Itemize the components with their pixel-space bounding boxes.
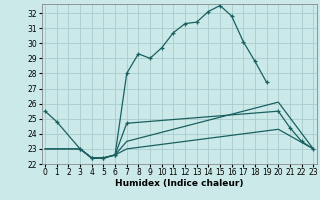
X-axis label: Humidex (Indice chaleur): Humidex (Indice chaleur) (115, 179, 244, 188)
